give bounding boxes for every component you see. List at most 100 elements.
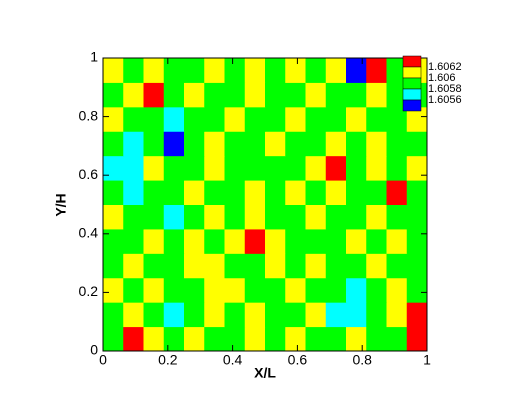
x-tick-label: 0.8 (352, 352, 372, 368)
contour-cell (123, 106, 144, 132)
contour-cell (305, 155, 327, 181)
contour-cell (346, 204, 367, 230)
contour-cell (366, 180, 387, 205)
contour-cell (366, 253, 387, 279)
contour-cell (224, 204, 246, 230)
contour-cell (346, 106, 367, 132)
contour-cell (204, 131, 225, 157)
contour-cell (265, 155, 286, 181)
contour-cell (163, 58, 185, 83)
contour-cell (265, 58, 286, 83)
contour-cell (123, 204, 144, 230)
contour-cell (224, 82, 246, 108)
contour-cell (386, 82, 408, 108)
contour-cell (103, 180, 124, 205)
contour-cell (204, 302, 225, 328)
contour-cell (224, 228, 246, 254)
y-tick-label: 0.6 (79, 166, 99, 182)
contour-cell (366, 326, 387, 352)
contour-cell (103, 228, 124, 254)
contour-cell (163, 155, 185, 181)
contour-cell (285, 106, 306, 132)
contour-cell (386, 131, 408, 157)
contour-cell (103, 155, 124, 181)
contour-cell (123, 277, 144, 303)
contour-cell (346, 277, 367, 303)
contour-cell (406, 326, 428, 352)
contour-cell (143, 302, 165, 328)
contour-cell (406, 228, 428, 254)
contour-cell (204, 82, 225, 108)
contour-cell (184, 58, 205, 83)
contour-cell (366, 106, 387, 132)
contour-cell (204, 204, 225, 230)
contour-cell (143, 204, 165, 230)
contour-cell (103, 82, 124, 108)
contour-cell (265, 228, 286, 254)
contour-cell (366, 155, 387, 181)
contour-cell (325, 155, 347, 181)
contour-cell (305, 253, 327, 279)
contour-cell (386, 106, 408, 132)
contour-cell (103, 326, 124, 352)
contour-cell (143, 253, 165, 279)
contour-cell (184, 277, 205, 303)
contour-cell (184, 228, 205, 254)
contour-cell (305, 58, 327, 83)
contour-cell (285, 131, 306, 157)
contour-cell (386, 180, 408, 205)
contour-cell (204, 326, 225, 352)
contour-cell (123, 326, 144, 352)
contour-cell (346, 155, 367, 181)
x-tick-label: 0.6 (288, 352, 308, 368)
legend-swatch (402, 99, 422, 112)
legend-swatch (402, 66, 422, 79)
contour-cell (244, 326, 266, 352)
contour-cell (325, 82, 347, 108)
contour-cell (285, 155, 306, 181)
contour-cell (244, 131, 266, 157)
contour-cell (325, 302, 347, 328)
contour-cell (406, 180, 428, 205)
contour-cell (244, 180, 266, 205)
contour-cell (184, 204, 205, 230)
contour-cell (265, 131, 286, 157)
x-tick-label: 0.4 (223, 352, 243, 368)
contour-cell (244, 253, 266, 279)
contour-cell (265, 253, 286, 279)
y-tick-label: 1 (90, 49, 98, 65)
contour-cell (346, 58, 367, 83)
y-tick-label: 0 (90, 342, 98, 358)
contour-cell (386, 155, 408, 181)
contour-cell (244, 58, 266, 83)
contour-cell (184, 253, 205, 279)
contour-cell (204, 228, 225, 254)
contour-cell (285, 180, 306, 205)
contour-cell (386, 253, 408, 279)
contour-cell (285, 277, 306, 303)
contour-cell (103, 131, 124, 157)
contour-cell (224, 302, 246, 328)
contour-cell (123, 302, 144, 328)
contour-cell (285, 82, 306, 108)
contour-cell (406, 277, 428, 303)
contour-cell (325, 277, 347, 303)
y-tick-label: 0.4 (79, 225, 99, 241)
contour-cell (204, 180, 225, 205)
contour-cell (346, 326, 367, 352)
contour-cell (163, 277, 185, 303)
contour-cell (244, 302, 266, 328)
contour-cell (184, 155, 205, 181)
contour-cell (123, 82, 144, 108)
contour-cell (366, 82, 387, 108)
contour-cell (346, 302, 367, 328)
contour-cell (305, 204, 327, 230)
contour-cell (325, 131, 347, 157)
contour-cell (366, 228, 387, 254)
contour-cell (163, 82, 185, 108)
contour-cell (224, 180, 246, 205)
contour-cell (265, 82, 286, 108)
contour-cell (123, 131, 144, 157)
contour-cell (325, 326, 347, 352)
contour-cell (305, 277, 327, 303)
